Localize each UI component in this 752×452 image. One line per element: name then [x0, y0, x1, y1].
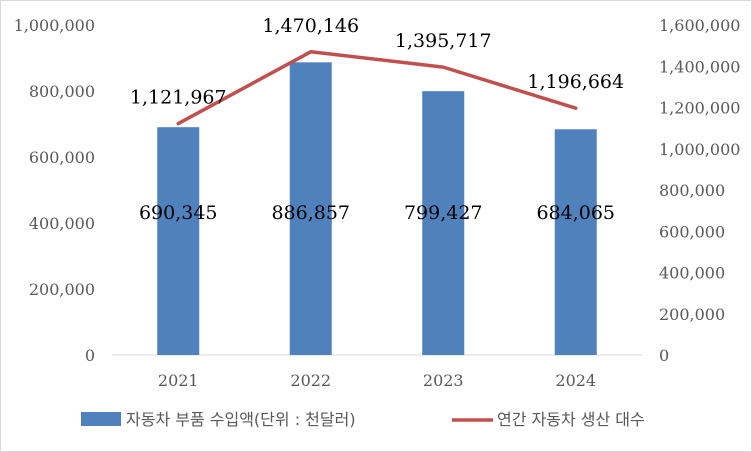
line-point — [574, 106, 578, 110]
x-tick-label: 2024 — [555, 371, 596, 390]
line-series — [176, 50, 578, 126]
x-tick-label: 2022 — [290, 371, 331, 390]
line-point — [176, 122, 180, 126]
right-tick-label: 1,400,000 — [659, 57, 740, 76]
line-path — [176, 50, 578, 126]
line-data-label: 1,121,967 — [130, 87, 227, 109]
line-data-label: 1,395,717 — [395, 30, 492, 52]
bar — [554, 129, 597, 355]
x-axis-ticks: 2021 2022 2023 2024 — [158, 371, 596, 390]
left-tick-label: 200,000 — [29, 280, 95, 299]
left-tick-label: 600,000 — [29, 148, 95, 167]
left-axis-ticks: 0 200,000 400,000 600,000 800,000 1,000,000 — [14, 16, 95, 365]
right-axis-ticks: 0 200,000 400,000 600,000 800,000 1,000,000 1,… — [659, 16, 740, 365]
bar-data-label: 799,427 — [404, 202, 483, 224]
bar-data-label: 684,065 — [536, 202, 615, 224]
bar — [289, 62, 332, 355]
bar — [157, 127, 200, 355]
line-data-label: 1,470,146 — [262, 15, 359, 37]
right-tick-label: 1,600,000 — [659, 16, 740, 35]
line-point — [309, 50, 313, 54]
right-tick-label: 800,000 — [659, 181, 725, 200]
line-data-labels: 1,121,967 1,470,146 1,395,717 1,196,664 — [130, 15, 624, 109]
bar-data-label: 690,345 — [139, 202, 218, 224]
left-tick-label: 0 — [85, 346, 95, 365]
right-tick-label: 1,200,000 — [659, 99, 740, 118]
bar-data-labels: 690,345 886,857 799,427 684,065 — [139, 202, 615, 224]
right-tick-label: 400,000 — [659, 264, 725, 283]
left-tick-label: 400,000 — [29, 214, 95, 233]
left-tick-label: 800,000 — [29, 82, 95, 101]
left-tick-label: 1,000,000 — [14, 16, 95, 35]
x-tick-label: 2021 — [158, 371, 199, 390]
line-data-label: 1,196,664 — [527, 71, 624, 93]
bar-series — [157, 62, 597, 355]
line-point — [441, 65, 445, 69]
legend: 자동차 부품 수입액(단위 : 천달러) 연간 자동차 생산 대수 — [81, 410, 645, 429]
right-tick-label: 200,000 — [659, 305, 725, 324]
legend-bar-label: 자동차 부품 수입액(단위 : 천달러) — [126, 410, 356, 429]
x-tick-label: 2023 — [423, 371, 464, 390]
legend-bar-swatch — [81, 412, 121, 426]
bar — [422, 91, 465, 355]
bar-data-label: 886,857 — [271, 202, 350, 224]
right-tick-label: 0 — [659, 346, 669, 365]
right-tick-label: 1,000,000 — [659, 140, 740, 159]
legend-line-label: 연간 자동차 생산 대수 — [497, 410, 645, 429]
right-tick-label: 600,000 — [659, 222, 725, 241]
